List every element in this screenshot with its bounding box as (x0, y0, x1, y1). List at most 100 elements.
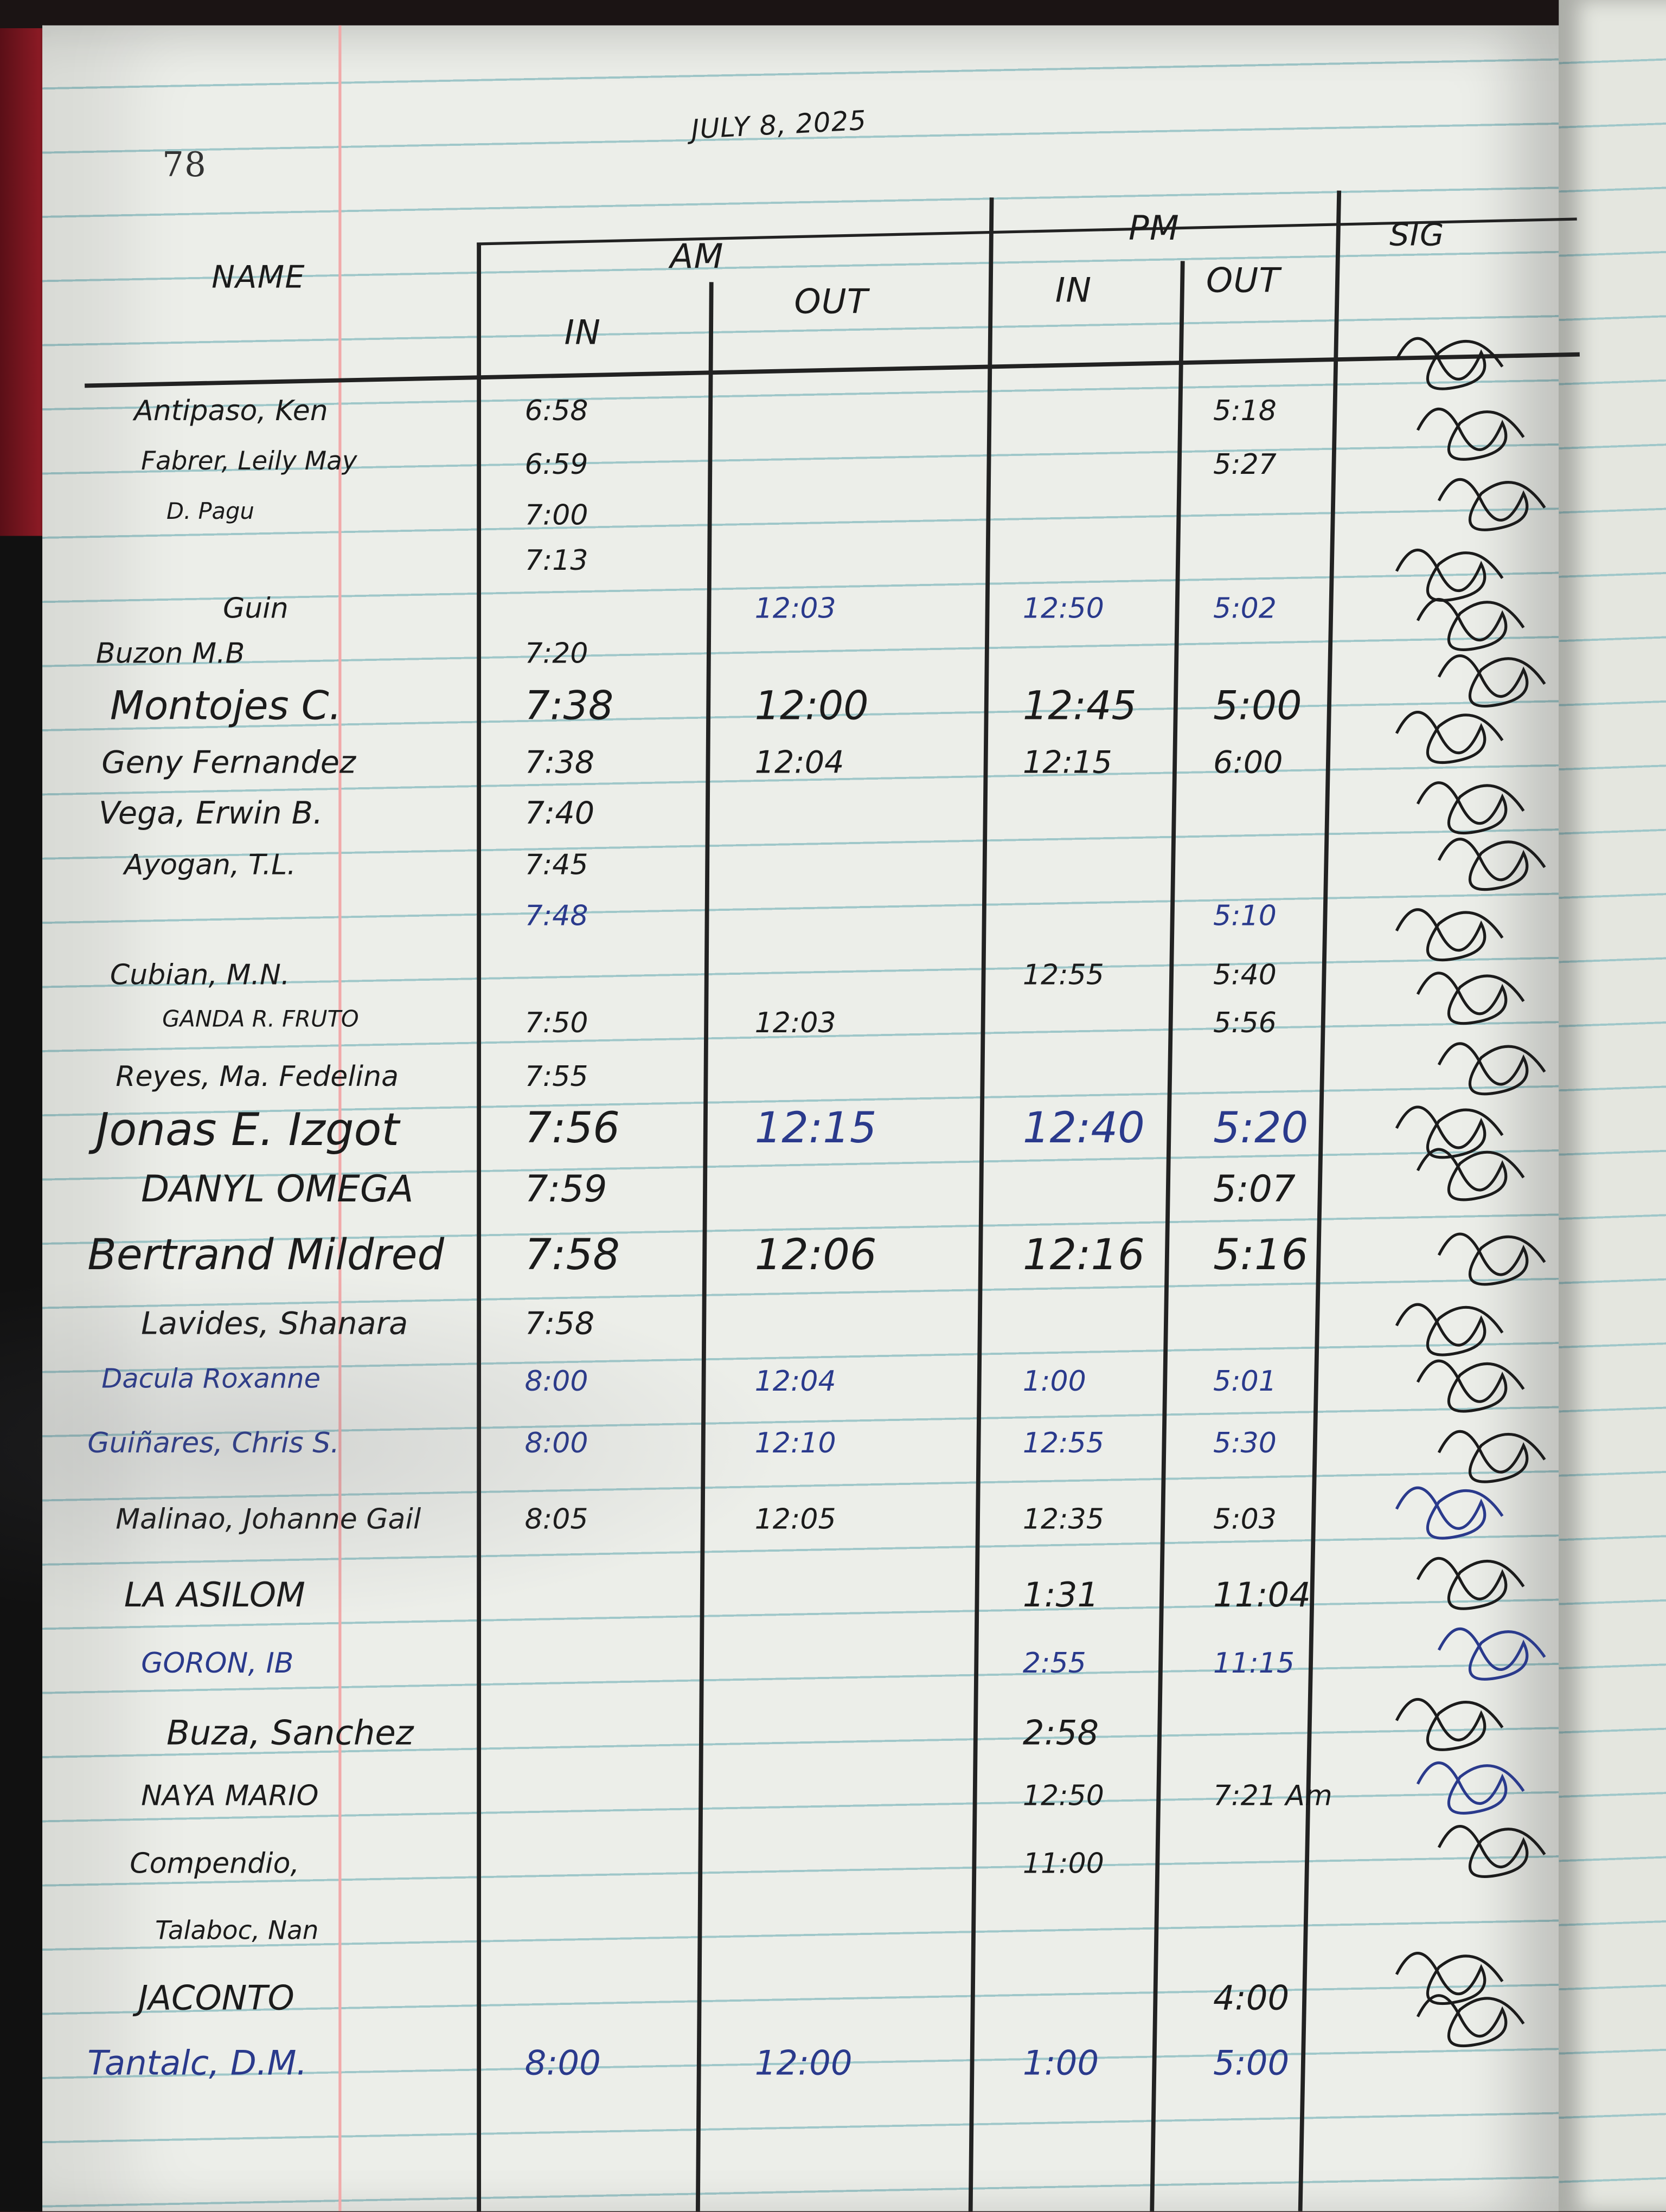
signature-mark (1416, 781, 1525, 835)
signature-mark (1437, 1627, 1546, 1681)
signature-mark (1395, 548, 1504, 602)
signature-mark (1395, 1303, 1504, 1356)
am-out-cell: 12:04 (754, 746, 844, 782)
signature-mark (1416, 1994, 1525, 2048)
am-out-cell: 12:00 (754, 2043, 853, 2083)
desk-shadow (0, 536, 43, 2211)
name-cell: LA ASILOM (124, 1575, 305, 1615)
am-out-cell: 12:03 (754, 590, 836, 625)
pm-in-cell: 1:31 (1022, 1575, 1099, 1615)
name-cell: Bertrand Mildred (87, 1231, 445, 1281)
name-cell: Cubian, M.N. (110, 957, 290, 992)
am-in-cell: 8:00 (524, 1425, 588, 1460)
name-cell: Dacula Roxanne (101, 1364, 321, 1395)
am-in-cell: 7:58 (524, 1231, 620, 1281)
signature-mark (1416, 1557, 1525, 1610)
am-out-cell: 12:06 (754, 1231, 877, 1281)
pm-in-cell: 12:55 (1022, 957, 1104, 992)
am-in-cell: 7:00 (524, 498, 588, 532)
signature-mark (1416, 597, 1525, 651)
header-am: AM (670, 237, 724, 276)
signature-mark (1395, 1105, 1504, 1159)
pm-in-cell: 12:35 (1022, 1502, 1104, 1536)
name-cell: DANYL OMEGA (141, 1169, 414, 1212)
name-cell: Vega, Erwin B. (99, 796, 323, 832)
signature-mark (1395, 337, 1504, 390)
name-cell: NAYA MARIO (141, 1778, 319, 1812)
pm-in-cell: 12:55 (1022, 1425, 1104, 1460)
name-cell: Guiñares, Chris S. (87, 1425, 339, 1460)
am-in-cell: 7:45 (524, 847, 588, 882)
signature-mark (1437, 838, 1546, 891)
pm-out-cell: 5:00 (1213, 682, 1302, 729)
signature-mark (1395, 1952, 1504, 2005)
signature-mark (1437, 478, 1546, 531)
signature-mark (1437, 1430, 1546, 1483)
am-out-cell: 12:05 (754, 1502, 836, 1536)
pm-out-cell: 5:30 (1213, 1425, 1277, 1460)
am-in-cell: 7:38 (524, 746, 595, 782)
pm-in-cell: 12:15 (1022, 746, 1112, 782)
header-am-in: IN (564, 313, 601, 353)
pm-out-cell: 5:01 (1213, 1364, 1277, 1398)
name-cell: Montojes C. (110, 682, 342, 729)
am-in-cell: 8:05 (524, 1502, 588, 1536)
pm-out-cell: 5:27 (1213, 447, 1277, 481)
signature-mark (1395, 711, 1504, 764)
header-pm-out: OUT (1206, 261, 1280, 301)
am-in-cell: 7:13 (524, 543, 588, 577)
name-cell: Compendio, (130, 1846, 300, 1880)
signature-mark (1437, 1232, 1546, 1286)
name-cell: Ayogan, T.L. (124, 847, 296, 882)
signature-mark (1437, 654, 1546, 708)
pm-in-cell: 1:00 (1022, 2043, 1099, 2083)
page-number: 78 (162, 145, 207, 185)
am-in-cell: 7:55 (524, 1059, 588, 1093)
pm-out-cell: 5:00 (1213, 2043, 1290, 2083)
name-cell: GANDA R. FRUTO (162, 1005, 359, 1033)
pm-in-cell: 1:00 (1022, 1364, 1086, 1398)
header-signature: SIG (1389, 218, 1445, 254)
am-out-cell: 12:03 (754, 1005, 836, 1040)
signature-mark (1437, 1042, 1546, 1096)
am-out-cell: 12:15 (754, 1104, 877, 1154)
signature-mark (1395, 1697, 1504, 1751)
name-cell: Guin (222, 590, 289, 625)
signature-mark (1416, 407, 1525, 461)
pm-in-cell: 2:58 (1022, 1713, 1099, 1753)
am-out-cell: 12:00 (754, 682, 869, 729)
name-cell: GORON, IB (141, 1645, 294, 1680)
pm-out-cell: 5:16 (1213, 1231, 1309, 1281)
name-cell: Tantalc, D.M. (87, 2043, 307, 2083)
am-in-cell: 7:48 (524, 898, 588, 933)
pm-out-cell: 5:03 (1213, 1502, 1277, 1536)
pm-out-cell: 7:21 Am (1213, 1778, 1332, 1812)
signature-mark (1437, 1824, 1546, 1879)
header-name: NAME (212, 261, 305, 297)
name-cell: Talaboc, Nan (155, 1917, 319, 1946)
column-divider-name (477, 242, 480, 2211)
pm-out-cell: 5:10 (1213, 898, 1277, 933)
pm-in-cell: 11:00 (1022, 1846, 1104, 1880)
pm-out-cell: 5:40 (1213, 957, 1277, 992)
signature-mark (1416, 1761, 1525, 1815)
name-cell: Jonas E. Izgot (95, 1103, 400, 1156)
am-in-cell: 6:59 (524, 447, 588, 481)
am-in-cell: 6:58 (524, 393, 588, 428)
am-out-cell: 12:04 (754, 1364, 836, 1398)
pm-out-cell: 5:56 (1213, 1005, 1277, 1040)
signature-mark (1416, 1359, 1525, 1413)
pm-out-cell: 4:00 (1213, 1978, 1290, 2018)
pm-out-cell: 5:07 (1213, 1169, 1296, 1212)
am-in-cell: 8:00 (524, 1364, 588, 1398)
name-cell: D. Pagu (166, 498, 254, 525)
pm-out-cell: 5:20 (1213, 1104, 1309, 1154)
pm-in-cell: 12:50 (1022, 1778, 1104, 1812)
signature-mark (1395, 908, 1504, 962)
name-cell: Malinao, Johanne Gail (116, 1502, 421, 1536)
am-out-cell: 12:10 (754, 1425, 836, 1460)
pm-in-cell: 12:50 (1022, 590, 1104, 625)
pm-out-cell: 5:18 (1213, 393, 1277, 428)
